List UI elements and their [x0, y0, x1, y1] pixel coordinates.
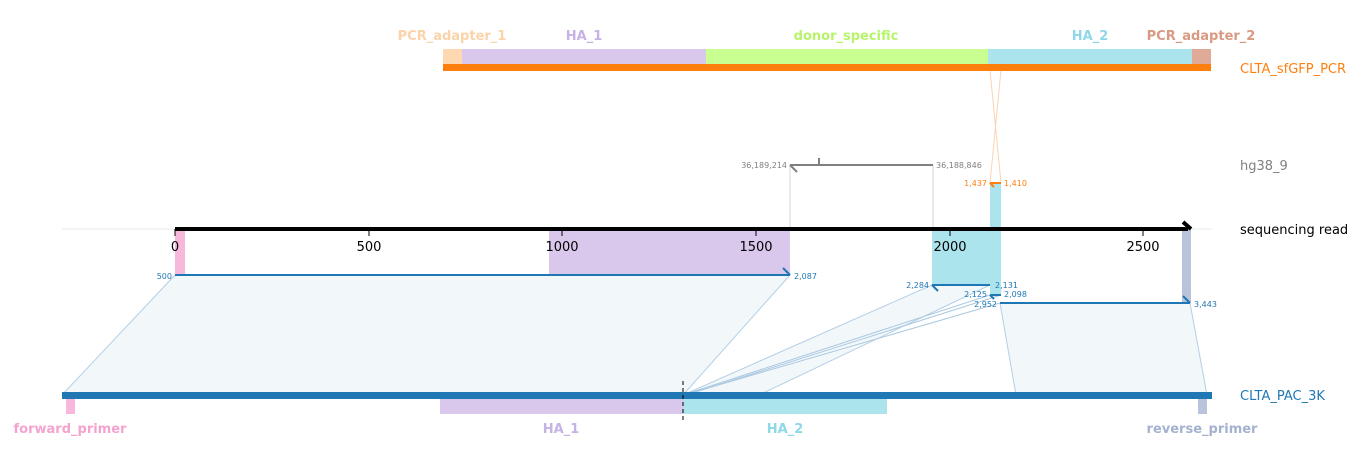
pac-feature-forward-primer — [66, 399, 75, 414]
pcr-alignment-arrow — [989, 182, 995, 188]
pac-feature-reverse-primer — [1198, 399, 1207, 414]
read-tick-label-1000: 1000 — [545, 240, 578, 255]
pcr-track-bar — [443, 64, 1211, 71]
genome-coord-left: 36,189,214 — [741, 161, 787, 170]
read-highlight-ha2-left — [932, 229, 990, 285]
pcr-feature-ha-2 — [988, 49, 1192, 64]
pac-feature-ha-2 — [683, 399, 887, 414]
pac-alignment-2-coord-right: 2,131 — [995, 281, 1018, 290]
pac-label-forward-primer: forward_primer — [14, 422, 128, 437]
pcr-label-donor-specific: donor_specific — [794, 29, 899, 44]
pac-alignment-3-coord-right: 2,098 — [1004, 290, 1027, 299]
pac-alignment-2-coord-left: 2,284 — [906, 281, 929, 290]
pac-alignment-3-coord-left: 2,125 — [964, 290, 987, 299]
pcr-label-ha-2: HA_2 — [1072, 29, 1109, 44]
pac-alignment-1-edge-left — [61, 274, 176, 396]
pcr-feature-ha-1 — [462, 49, 706, 64]
read-highlight-forward-primer — [175, 229, 185, 275]
pac-label-ha-2: HA_2 — [767, 422, 804, 437]
genome-coord-right: 36,188,846 — [936, 161, 982, 170]
pac-alignment-4-edge-left — [999, 302, 1017, 396]
read-tick-label-0: 0 — [171, 240, 179, 255]
pac-alignment-1-coord-left: 500 — [157, 272, 172, 281]
track-label-genome: hg38_9 — [1240, 159, 1288, 174]
read-axis-arrow — [1181, 220, 1193, 231]
pac-label-reverse-primer: reverse_primer — [1147, 422, 1259, 437]
pac-alignment-2-edge-left — [682, 284, 933, 396]
pcr-alignment-edge-2 — [989, 69, 1002, 184]
read-tick-label-500: 500 — [357, 240, 382, 255]
read-highlight-ha2-right — [990, 183, 1001, 295]
pac-alignment-1-band — [62, 275, 790, 395]
read-tick-label-1500: 1500 — [739, 240, 772, 255]
pac-alignment-4-edge-extra — [683, 302, 1001, 396]
pac-alignment-1-coord-right: 2,087 — [794, 272, 817, 281]
pac-alignment-1-arrow — [782, 267, 791, 276]
pac-alignment-3-edge-right — [685, 294, 1002, 396]
read-tick-label-2500: 2500 — [1126, 240, 1159, 255]
pcr-label-pcr-adapter-2: PCR_adapter_2 — [1147, 29, 1256, 44]
pcr-coord-left: 1,437 — [964, 179, 987, 188]
pac-feature-ha-1 — [440, 399, 683, 414]
pac-label-ha-1: HA_1 — [543, 422, 580, 437]
pcr-feature-donor-specific — [706, 49, 988, 64]
pcr-label-pcr-adapter-1: PCR_adapter_1 — [398, 29, 507, 44]
pcr-label-ha-1: HA_1 — [566, 29, 603, 44]
read-highlight-ha1 — [549, 229, 790, 275]
track-label-pcr: CLTA_sfGFP_PCR — [1240, 62, 1346, 77]
pac-alignment-4-arrow — [1182, 295, 1191, 304]
track-label-read: sequencing read — [1240, 223, 1348, 238]
read-tick-label-2000: 2000 — [933, 240, 966, 255]
pac-alignment-4-coord-left: 2,952 — [974, 300, 997, 309]
pac-track-bar — [62, 392, 1212, 399]
pac-alignment-2-arrow — [931, 284, 939, 292]
pcr-feature-pcr-adapter-1 — [443, 49, 462, 64]
genome-alignment-arrow — [789, 164, 798, 173]
pac-alignment-3-arrow — [989, 294, 995, 300]
pcr-coord-right: 1,410 — [1004, 179, 1027, 188]
pac-alignment-4-band — [1000, 303, 1207, 395]
track-label-pac: CLTA_PAC_3K — [1240, 389, 1325, 404]
pac-alignment-4-coord-right: 3,443 — [1194, 300, 1217, 309]
pac-alignment-4-edge-right — [1189, 302, 1208, 396]
pac-alignment-1-edge-right — [682, 274, 791, 396]
pcr-feature-pcr-adapter-2 — [1192, 49, 1211, 64]
read-highlight-reverse-primer — [1182, 229, 1191, 303]
pac-alignment-2-band — [683, 285, 990, 395]
pac-alignment-3-edge-left — [682, 294, 991, 396]
